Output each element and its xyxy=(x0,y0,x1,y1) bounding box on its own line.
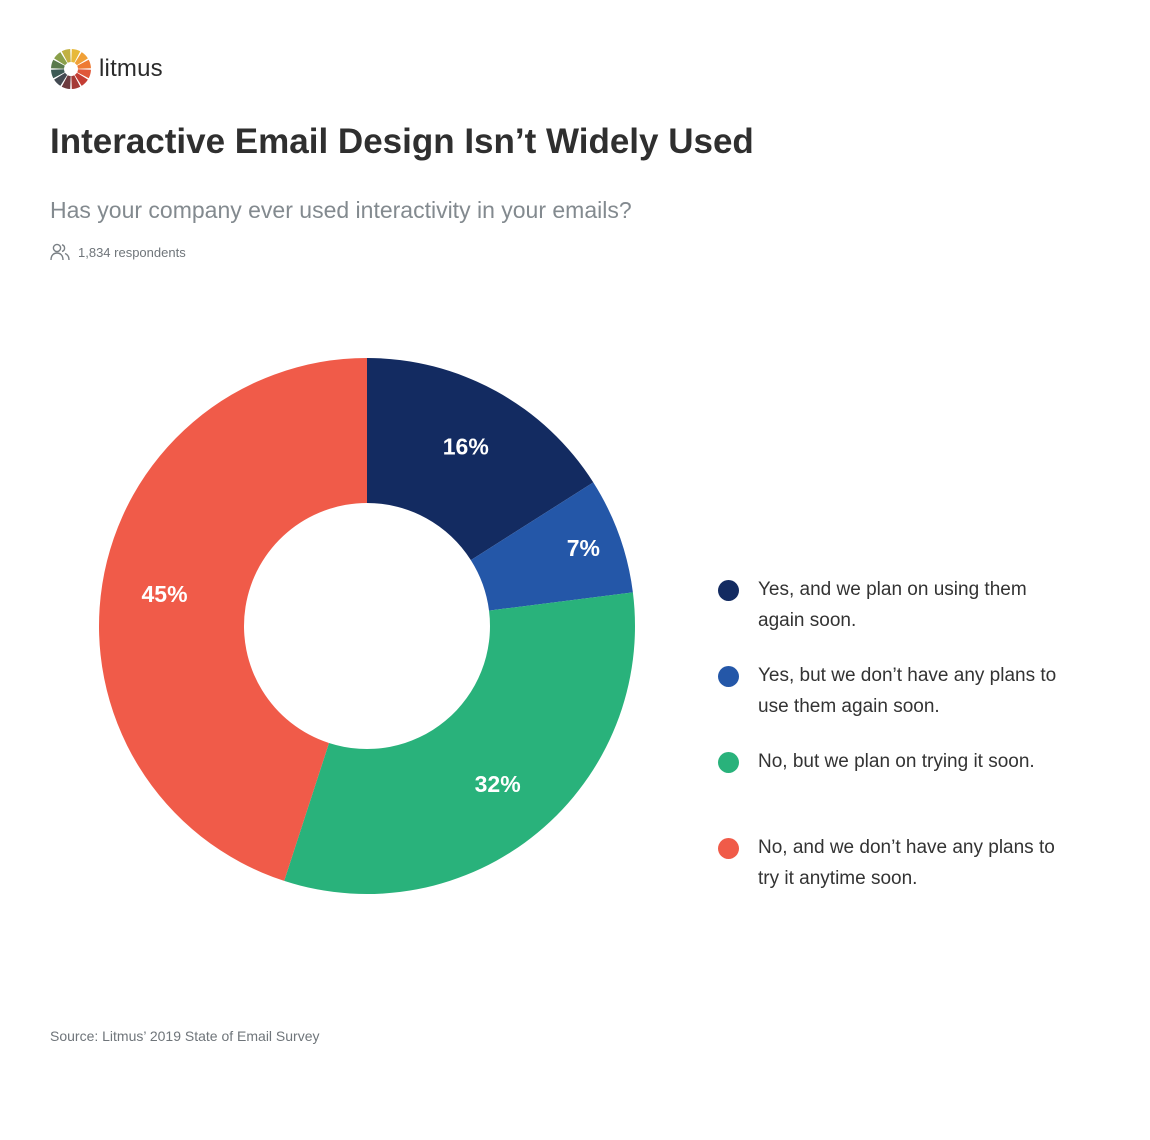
litmus-logo-icon xyxy=(51,49,91,89)
litmus-logo: litmus xyxy=(50,48,163,90)
donut-slice xyxy=(470,482,633,611)
respondents-text: 1,834 respondents xyxy=(78,244,186,260)
legend-label: Yes, and we plan on using them again soo… xyxy=(758,579,1027,631)
slice-data-label: 16% xyxy=(443,433,489,459)
chart-source: Source: Litmus’ 2019 State of Email Surv… xyxy=(50,1028,320,1044)
legend-label: Yes, but we don’t have any plans to use … xyxy=(758,665,1057,717)
legend-item: Yes, but we don’t have any plans to use … xyxy=(718,664,1058,722)
chart-title: Interactive Email Design Isn’t Widely Us… xyxy=(50,122,754,161)
slice-data-label: 7% xyxy=(567,535,600,561)
legend-label: No, and we don’t have any plans to try i… xyxy=(758,837,1055,889)
donut-slice xyxy=(284,592,635,894)
legend-item: No, but we plan on trying it soon. xyxy=(718,750,1058,777)
donut-slice xyxy=(99,358,368,881)
chart-subtitle: Has your company ever used interactivity… xyxy=(50,197,632,223)
legend-swatch xyxy=(718,666,739,687)
legend-swatch xyxy=(718,580,739,601)
logo-text: litmus xyxy=(99,55,163,82)
legend-item: Yes, and we plan on using them again soo… xyxy=(718,578,1058,636)
legend-item: No, and we don’t have any plans to try i… xyxy=(718,836,1058,894)
legend-swatch xyxy=(718,838,739,859)
respondents-count: 1,834 respondents xyxy=(50,243,186,261)
slice-data-label: 45% xyxy=(142,581,188,607)
donut-slice xyxy=(367,358,594,561)
people-icon xyxy=(50,243,70,261)
slice-data-label: 32% xyxy=(475,771,521,797)
legend-label: No, but we plan on trying it soon. xyxy=(758,751,1035,772)
legend-swatch xyxy=(718,752,739,773)
